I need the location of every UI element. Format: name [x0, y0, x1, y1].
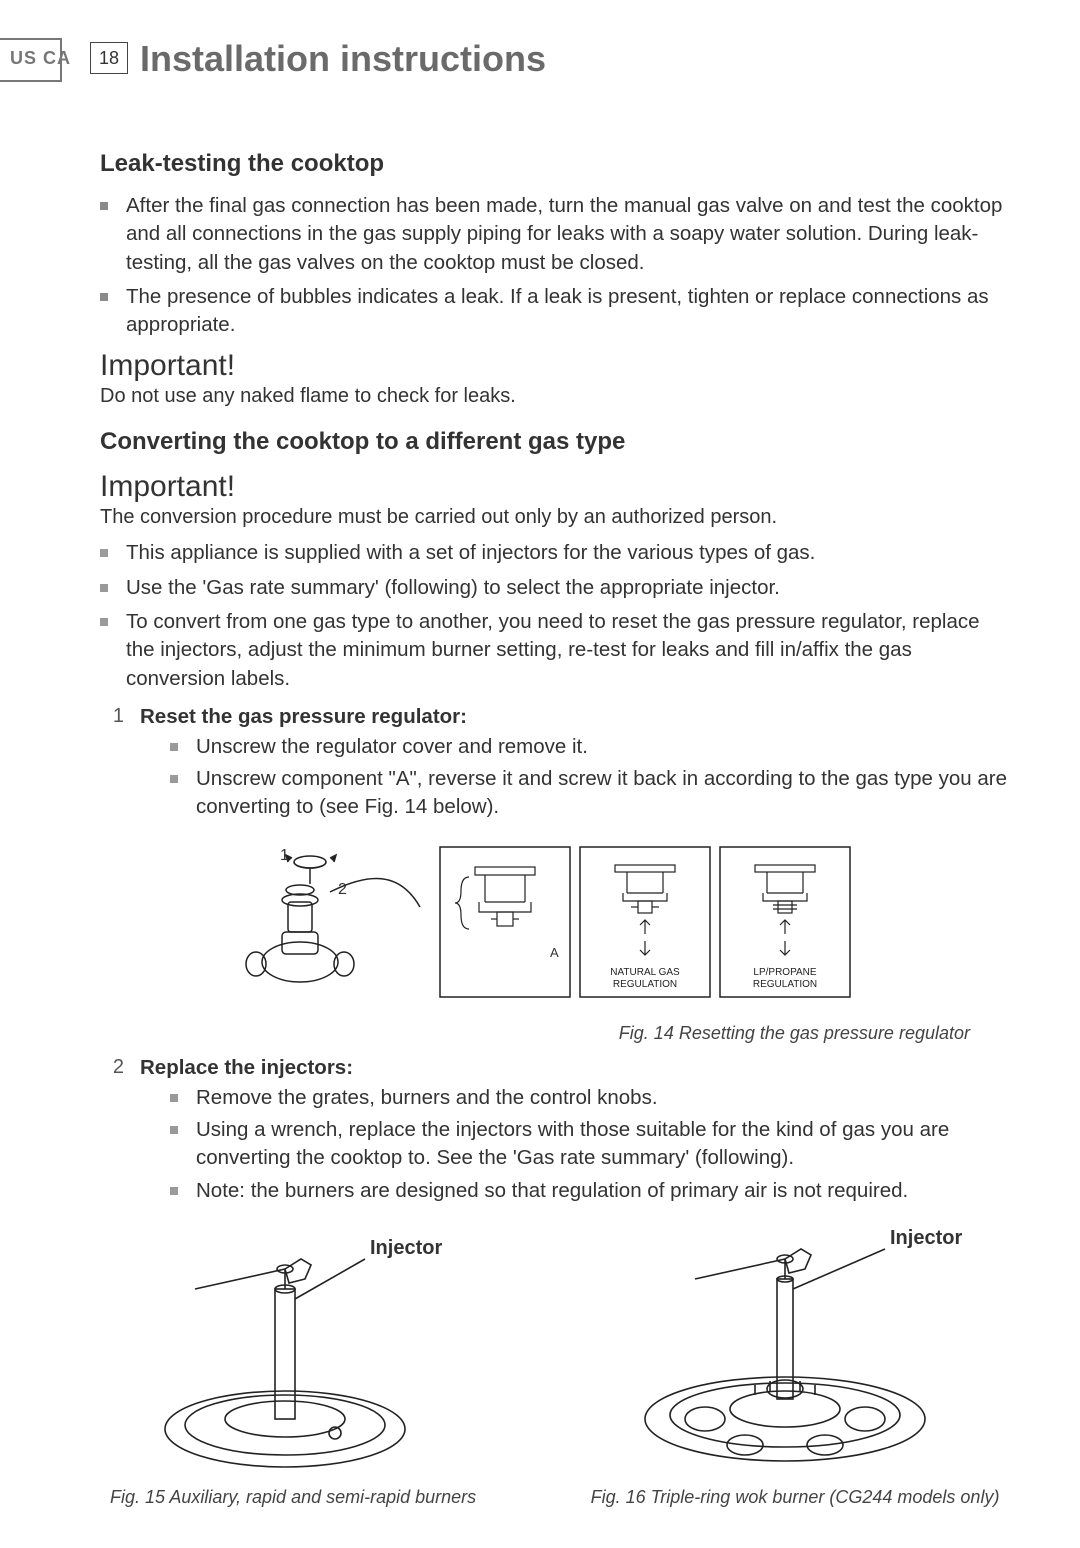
- important-heading-2: Important!: [100, 470, 1010, 504]
- step-2: 2 Replace the injectors:: [100, 1056, 1010, 1080]
- callout-a: A: [550, 945, 559, 960]
- step-1-title: Reset the gas pressure regulator:: [140, 705, 467, 729]
- panel-nat-line2: REGULATION: [613, 979, 677, 990]
- leak-bullet-0: After the final gas connection has been …: [100, 192, 1010, 277]
- step-2-sub-2: Note: the burners are designed so that r…: [170, 1177, 1010, 1205]
- figure-15: Injector Fig. 15 Auxiliary, rapid and se…: [110, 1219, 519, 1508]
- page-title: Installation instructions: [140, 38, 546, 80]
- step-1: 1 Reset the gas pressure regulator:: [100, 705, 1010, 729]
- figure-14: 1 2: [230, 832, 1010, 1017]
- leak-bullets: After the final gas connection has been …: [100, 192, 1010, 339]
- panel-lp-line1: LP/PROPANE: [753, 967, 816, 978]
- manual-page: US CA 18 Installation instructions Leak-…: [0, 0, 1080, 1548]
- convert-bullet-2: To convert from one gas type to another,…: [100, 608, 1010, 693]
- figures-15-16-row: Injector Fig. 15 Auxiliary, rapid and se…: [100, 1219, 1010, 1508]
- fig16-label: Injector: [890, 1227, 962, 1249]
- step-1-sub-0: Unscrew the regulator cover and remove i…: [170, 733, 1010, 761]
- callout-1: 1: [280, 847, 289, 864]
- page-number-box: 18: [90, 42, 128, 74]
- section-converting-title: Converting the cooktop to a different ga…: [100, 428, 1010, 456]
- figure-16: Injector Fig. 16 Triple-ring wok burner …: [591, 1219, 1000, 1508]
- panel-nat-line1: NATURAL GAS: [610, 967, 680, 978]
- convert-bullet-0: This appliance is supplied with a set of…: [100, 539, 1010, 567]
- content-area: Leak-testing the cooktop After the final…: [50, 150, 1030, 1508]
- figure-16-svg: Injector: [595, 1219, 995, 1479]
- figure-15-caption: Fig. 15 Auxiliary, rapid and semi-rapid …: [110, 1487, 476, 1508]
- figure-15-svg: Injector: [135, 1219, 495, 1479]
- step-2-title: Replace the injectors:: [140, 1056, 353, 1080]
- page-number: 18: [99, 48, 119, 69]
- region-label: US CA: [10, 48, 71, 69]
- step-1-sub-1: Unscrew component "A", reverse it and sc…: [170, 765, 1010, 822]
- step-1-subs: Unscrew the regulator cover and remove i…: [100, 733, 1010, 822]
- fig15-label: Injector: [370, 1237, 442, 1259]
- panel-lp-line2: REGULATION: [753, 979, 817, 990]
- important-text-2: The conversion procedure must be carried…: [100, 506, 1010, 529]
- step-2-number: 2: [100, 1056, 124, 1079]
- step-2-sub-0: Remove the grates, burners and the contr…: [170, 1084, 1010, 1112]
- step-2-subs: Remove the grates, burners and the contr…: [100, 1084, 1010, 1205]
- section-leak-testing-title: Leak-testing the cooktop: [100, 150, 1010, 178]
- figure-14-caption: Fig. 14 Resetting the gas pressure regul…: [100, 1023, 970, 1044]
- figure-16-caption: Fig. 16 Triple-ring wok burner (CG244 mo…: [591, 1487, 1000, 1508]
- figure-14-svg: 1 2: [230, 832, 870, 1012]
- step-2-sub-1: Using a wrench, replace the injectors wi…: [170, 1116, 1010, 1173]
- important-text-1: Do not use any naked flame to check for …: [100, 385, 1010, 408]
- step-1-number: 1: [100, 705, 124, 728]
- convert-bullet-1: Use the 'Gas rate summary' (following) t…: [100, 574, 1010, 602]
- convert-bullets: This appliance is supplied with a set of…: [100, 539, 1010, 692]
- leak-bullet-1: The presence of bubbles indicates a leak…: [100, 283, 1010, 340]
- important-heading-1: Important!: [100, 349, 1010, 383]
- callout-2: 2: [338, 881, 347, 898]
